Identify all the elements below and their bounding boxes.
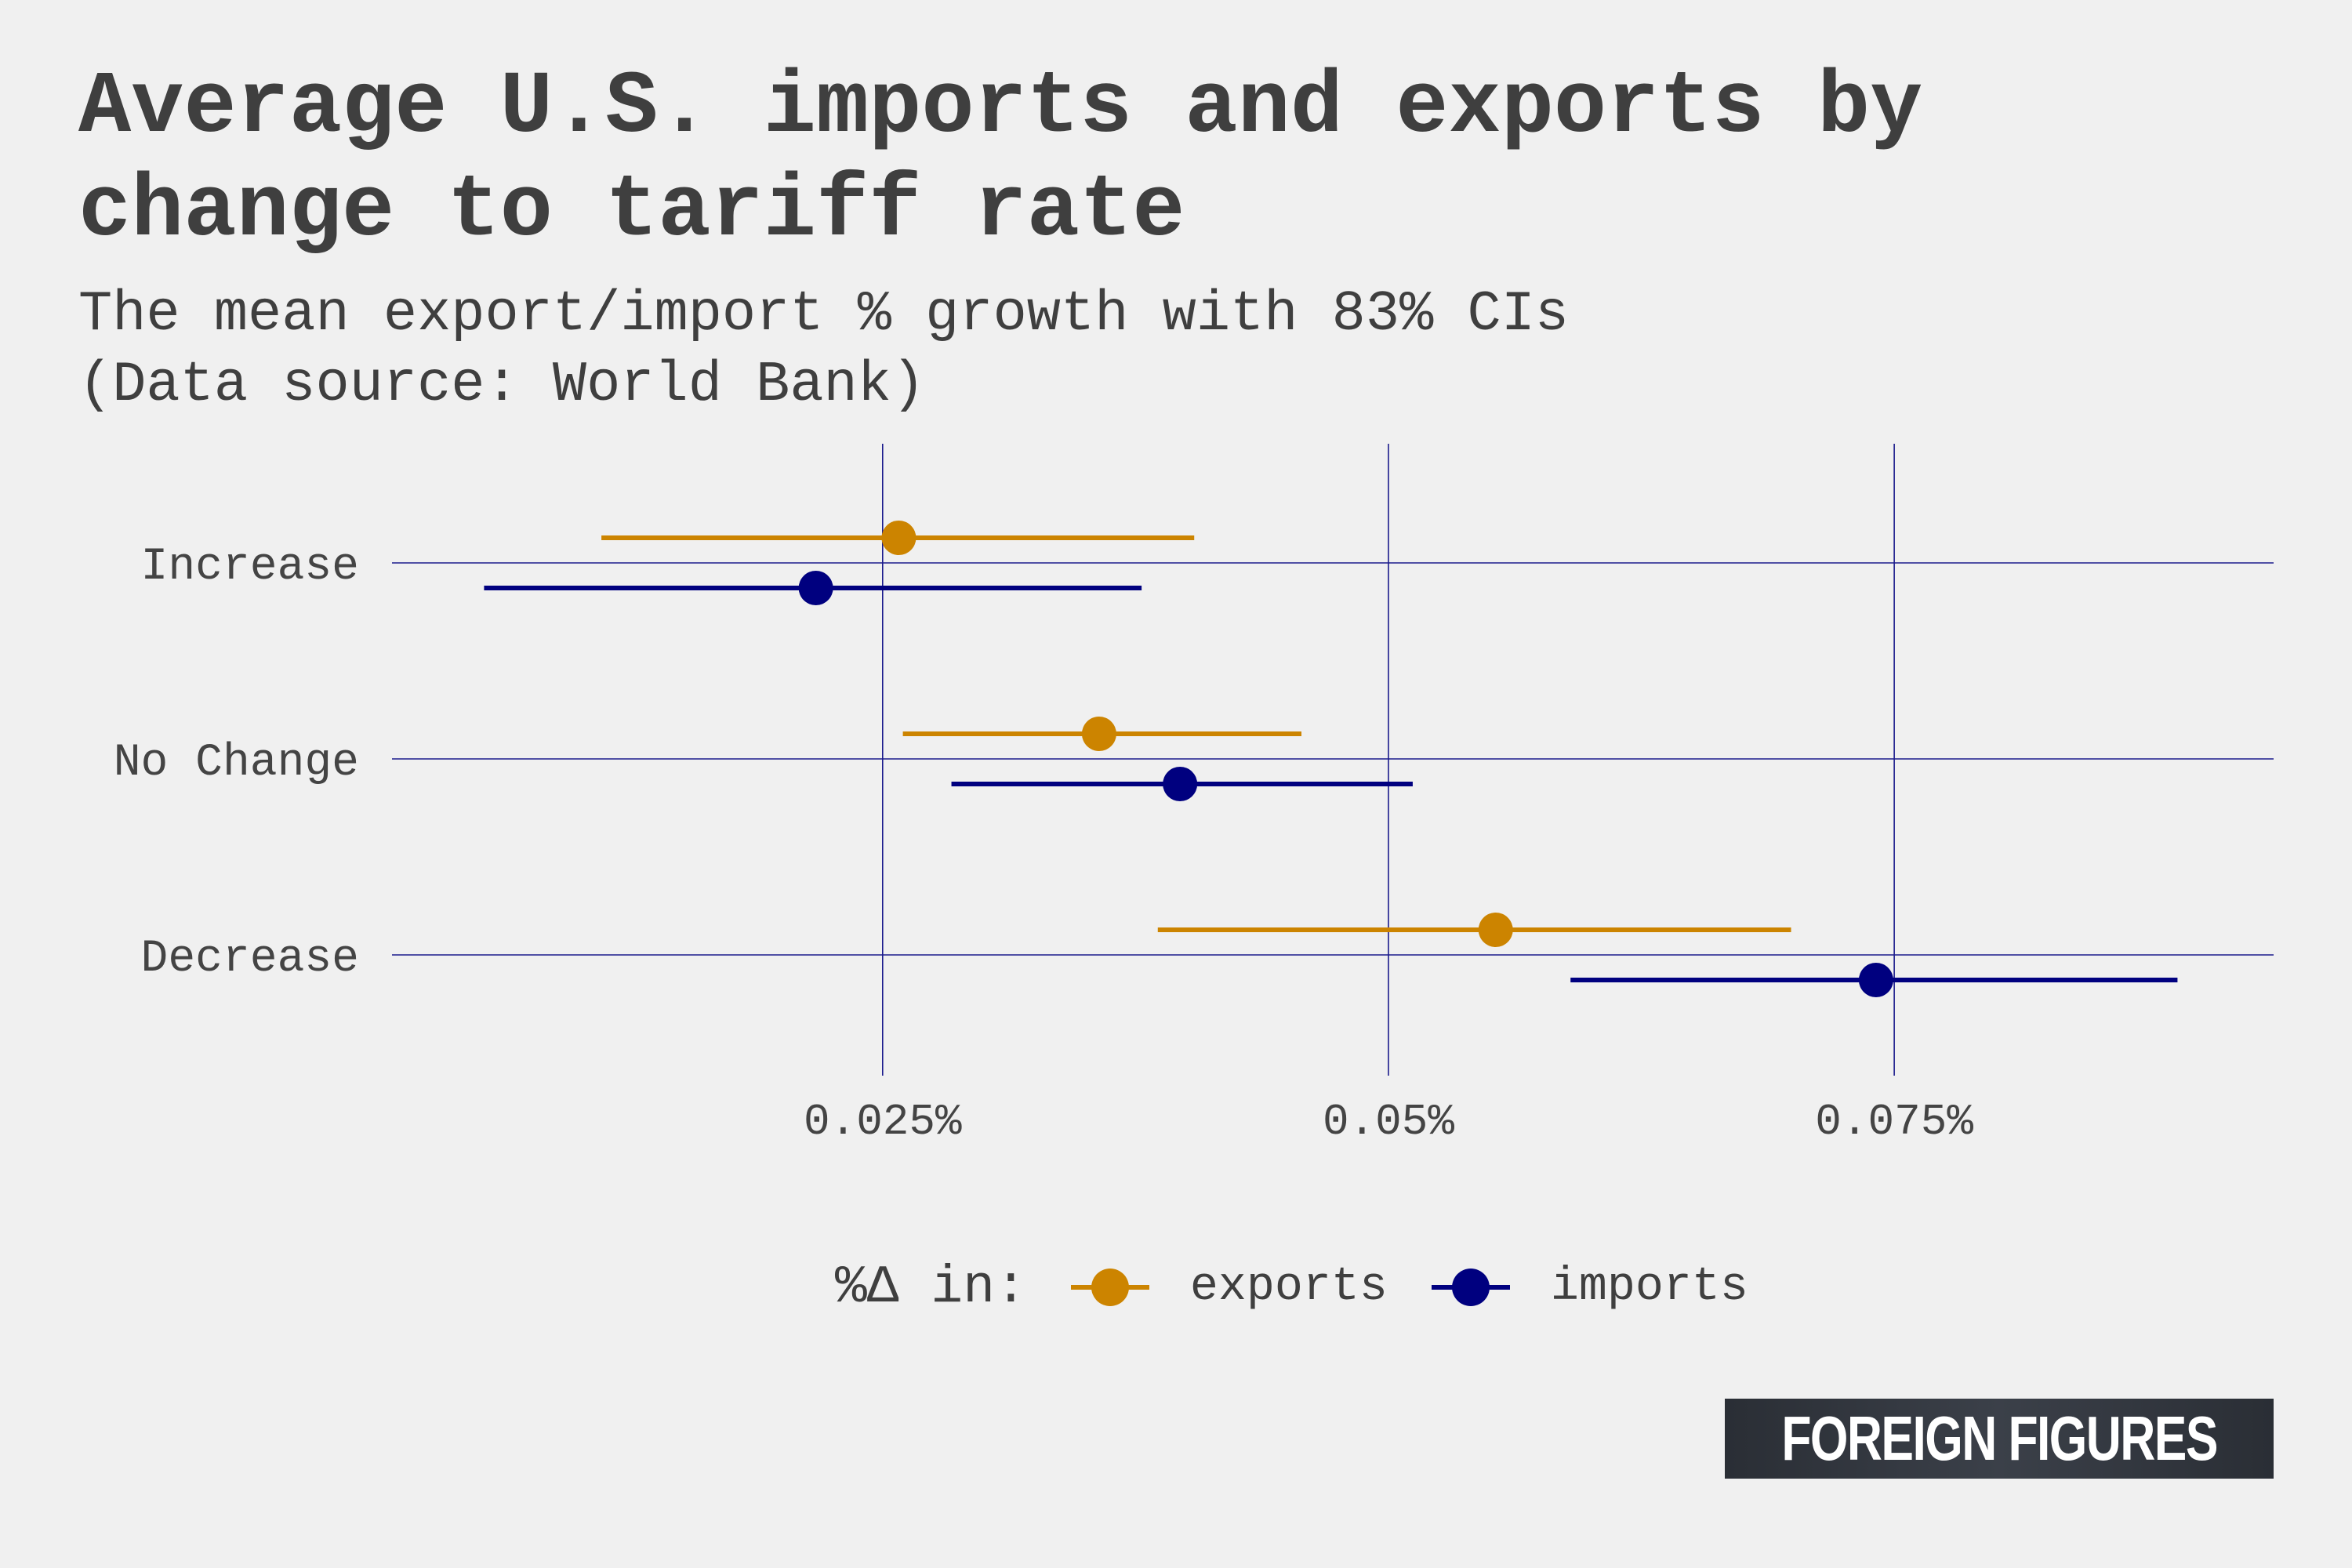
chart-legend: %Δ in: exports imports — [835, 1254, 1792, 1320]
chart-subtitle: The mean export/import % growth with 83%… — [78, 279, 2274, 420]
mean-point-imports — [798, 571, 833, 605]
y-tick-label: Decrease — [141, 934, 359, 985]
legend-swatch-dot — [1091, 1269, 1129, 1306]
logo-text: FOREIGN FIGURES — [1781, 1403, 2218, 1473]
x-tick-label: 0.025% — [804, 1097, 962, 1147]
chart-title: Average U.S. imports and exports by chan… — [78, 58, 1923, 261]
legend-title: %Δ in: — [835, 1257, 1027, 1318]
legend-label-imports: imports — [1550, 1261, 1748, 1314]
legend-item-exports: exports — [1070, 1261, 1388, 1314]
legend-swatch-exports — [1070, 1269, 1149, 1306]
y-tick-label: Increase — [141, 542, 359, 593]
mean-point-exports — [1478, 913, 1513, 947]
legend-item-imports: imports — [1431, 1261, 1748, 1314]
chart-plot: Increase No Change Decrease 0.025% 0.05% 0.07… — [114, 444, 2274, 1147]
x-tick-label: 0.05% — [1323, 1097, 1454, 1147]
subtitle-line-2: (Data source: World Bank) — [78, 353, 926, 417]
subtitle-line-1: The mean export/import % growth with 83%… — [78, 282, 1570, 347]
foreign-figures-logo: FOREIGN FIGURES — [1725, 1399, 2274, 1479]
x-tick-label: 0.075% — [1815, 1097, 1973, 1147]
mean-point-imports — [1163, 767, 1198, 801]
mean-point-imports — [1858, 963, 1893, 997]
legend-swatch-dot — [1451, 1269, 1490, 1306]
legend-label-exports: exports — [1189, 1261, 1388, 1314]
y-tick-label: No Change — [114, 738, 359, 789]
mean-point-exports — [1081, 717, 1116, 751]
legend-swatch-imports — [1431, 1269, 1510, 1306]
mean-point-exports — [881, 521, 916, 555]
